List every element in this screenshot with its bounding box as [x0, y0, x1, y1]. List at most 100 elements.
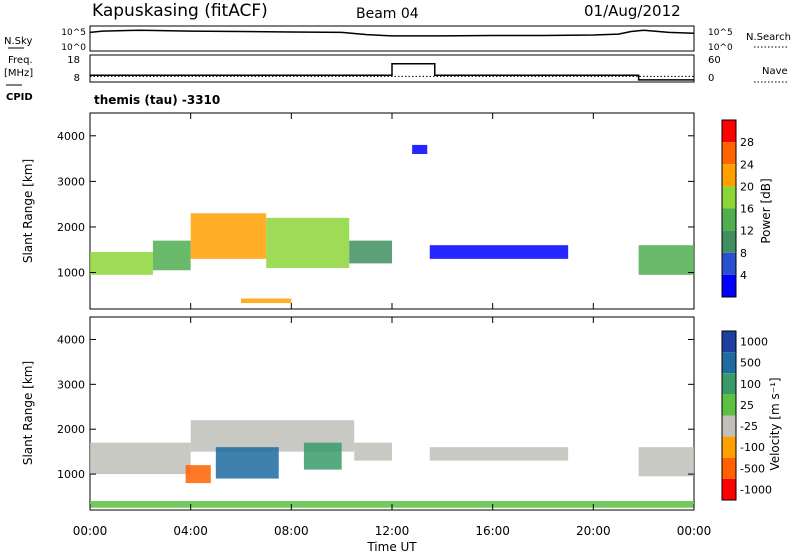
power-colorbar-tick-label: 12 — [740, 225, 754, 238]
velocity-echo-band — [638, 447, 694, 477]
velocity-y-tick-label: 2000 — [57, 423, 85, 436]
velocity-frame — [89, 316, 695, 511]
power-y-tick-label: 4000 — [57, 130, 85, 143]
cpid-value: themis (tau) -3310 — [94, 93, 220, 107]
velocity-colorbar: 1000 500 100 25 -25 -100 -500 -1000 — [721, 330, 772, 501]
power-data-layer — [90, 144, 694, 304]
noise-frame — [89, 25, 695, 52]
velocity-echo-band — [429, 447, 569, 461]
nsky-series-line — [89, 29, 695, 37]
power-colorbar-tick-label: 28 — [740, 136, 754, 149]
velocity-y-tick-label: 3000 — [57, 378, 85, 391]
power-echo-band — [349, 240, 392, 264]
power-echo-band — [412, 144, 428, 155]
noise-right-tick-bottom: 10^0 — [708, 43, 733, 53]
velocity-colorbar-swatch — [722, 415, 736, 437]
power-echo-band — [266, 217, 350, 268]
velocity-colorbar-tick-label: -25 — [740, 420, 758, 433]
velocity-colorbar-swatch — [722, 457, 736, 479]
x-tick-label: 00:00 — [73, 524, 108, 538]
power-y-axis: 1000 2000 3000 4000 — [57, 130, 694, 280]
power-colorbar-frame — [721, 119, 737, 298]
station-title: Kapuskasing (fitACF) — [92, 1, 268, 21]
velocity-echo-band — [354, 442, 392, 461]
x-tick-label: 20:00 — [576, 524, 611, 538]
frequency-frame — [89, 54, 695, 83]
power-colorbar-label: Power [dB] — [759, 178, 773, 243]
power-y-tick-label: 3000 — [57, 175, 85, 188]
power-y-axis-label: Slant Range [km] — [21, 159, 35, 263]
power-colorbar-tick-label: 8 — [740, 247, 747, 260]
velocity-colorbar-swatch — [722, 436, 736, 458]
beam-title: Beam 04 — [356, 6, 419, 22]
velocity-y-axis: 1000 2000 3000 4000 — [57, 333, 694, 481]
x-axis-label: Time UT — [366, 540, 417, 554]
velocity-colorbar-swatch — [722, 331, 736, 353]
velocity-colorbar-swatch — [722, 373, 736, 395]
velocity-colorbar-tick-label: 25 — [740, 399, 754, 412]
nsky-label: N.Sky — [4, 36, 32, 47]
power-colorbar: 4 8 12 16 20 24 28 — [721, 119, 754, 298]
power-colorbar-swatch — [722, 142, 736, 165]
date-title: 01/Aug/2012 — [584, 2, 681, 20]
velocity-y-tick-label: 1000 — [57, 468, 85, 481]
x-tick-label: 12:00 — [375, 524, 410, 538]
freq-right-tick-top: 60 — [708, 55, 721, 66]
velocity-colorbar-tick-label: 500 — [740, 357, 761, 370]
velocity-colorbar-swatch — [722, 394, 736, 416]
power-frame — [89, 112, 695, 310]
time-axis: 00:00 04:00 08:00 12:00 16:00 20:00 00:00 — [73, 113, 712, 538]
velocity-echo-band — [303, 442, 342, 470]
freq-right-tick-bottom: 0 — [708, 73, 714, 84]
power-echo-band — [90, 252, 153, 275]
power-colorbar-tick-label: 24 — [740, 158, 754, 171]
power-y-tick-label: 1000 — [57, 267, 85, 280]
cpid-label: CPID — [6, 92, 33, 103]
velocity-colorbar-tick-label: -500 — [740, 462, 765, 475]
velocity-colorbar-tick-label: -100 — [740, 441, 765, 454]
velocity-echo-band — [185, 465, 211, 484]
frequency-panel: 18 8 60 0 — [67, 54, 721, 84]
noise-left-tick-top: 10^5 — [61, 28, 86, 38]
power-echo-band — [638, 245, 694, 275]
freq-label-2: [MHz] — [4, 68, 33, 79]
freq-left-tick-top: 18 — [67, 55, 80, 66]
power-colorbar-tick-label: 20 — [740, 180, 754, 193]
noise-right-tick-top: 10^5 — [708, 28, 733, 38]
velocity-colorbar-swatch — [722, 478, 736, 500]
power-echo-band — [429, 245, 569, 259]
power-colorbar-swatch — [722, 274, 736, 297]
x-tick-label: 16:00 — [475, 524, 510, 538]
nsearch-label: N.Search — [746, 32, 791, 43]
x-tick-label: 00:00 — [677, 524, 712, 538]
velocity-y-tick-label: 4000 — [57, 333, 85, 346]
freq-left-tick-bottom: 8 — [74, 73, 80, 84]
x-tick-label: 08:00 — [274, 524, 309, 538]
power-colorbar-tick-label: 4 — [740, 269, 747, 282]
velocity-panel: 1000 2000 3000 4000 Slant Range [km] 1000 50… — [21, 316, 782, 511]
velocity-echo-band — [215, 447, 279, 479]
velocity-colorbar-frame — [721, 330, 737, 501]
power-colorbar-swatch — [722, 230, 736, 253]
velocity-y-axis-label: Slant Range [km] — [21, 361, 35, 465]
freq-label-1: Freq. — [8, 55, 33, 66]
power-y-tick-label: 2000 — [57, 221, 85, 234]
power-colorbar-tick-label: 16 — [740, 203, 754, 216]
power-echo-band — [190, 213, 267, 259]
x-tick-label: 04:00 — [173, 524, 208, 538]
frequency-series-line — [90, 63, 694, 81]
noise-panel: 10^5 10^0 10^5 10^0 — [61, 25, 733, 53]
noise-left-tick-bottom: 10^0 — [61, 43, 86, 53]
velocity-colorbar-tick-label: 100 — [740, 378, 761, 391]
velocity-colorbar-swatch — [722, 352, 736, 374]
power-colorbar-swatch — [722, 252, 736, 275]
velocity-colorbar-label: Velocity [m s⁻¹] — [768, 377, 782, 470]
power-colorbar-swatch — [722, 186, 736, 209]
power-colorbar-swatch — [722, 164, 736, 187]
power-echo-band — [152, 240, 191, 271]
velocity-colorbar-tick-label: 1000 — [740, 336, 768, 349]
power-panel: 1000 2000 3000 4000 Slant Range [km] 4 8 12 16… — [21, 112, 773, 310]
velocity-echo-band — [90, 442, 191, 475]
power-echo-band — [241, 298, 292, 304]
